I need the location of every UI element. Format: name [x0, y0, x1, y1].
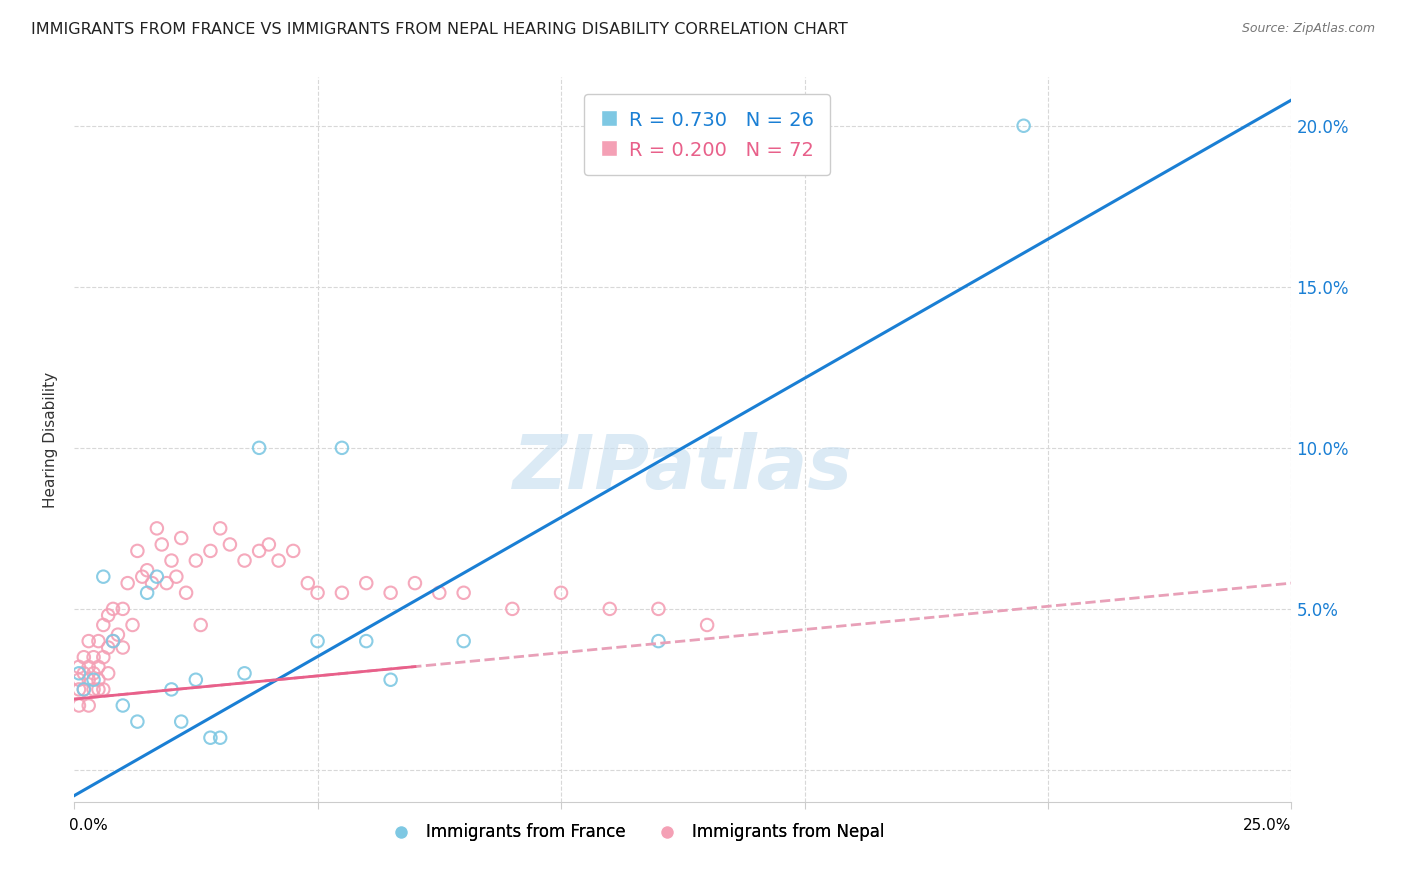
Point — [156, 576, 179, 591]
Point — [330, 586, 353, 600]
Point — [170, 714, 193, 729]
Text: 0.0%: 0.0% — [69, 818, 108, 833]
Point — [67, 673, 90, 687]
Point — [136, 586, 159, 600]
Point — [87, 634, 110, 648]
Text: ZIPatlas: ZIPatlas — [513, 433, 853, 505]
Point — [307, 634, 329, 648]
Point — [67, 698, 90, 713]
Point — [97, 640, 120, 655]
Text: Source: ZipAtlas.com: Source: ZipAtlas.com — [1241, 22, 1375, 36]
Point — [131, 569, 153, 583]
Point — [83, 666, 105, 681]
Point — [91, 618, 114, 632]
Point — [91, 650, 114, 665]
Point — [170, 531, 193, 545]
Point — [101, 602, 124, 616]
Point — [247, 544, 270, 558]
Point — [233, 666, 256, 681]
Point — [146, 521, 169, 535]
Point — [257, 537, 280, 551]
Point — [111, 602, 134, 616]
Point — [87, 673, 110, 687]
Point — [297, 576, 319, 591]
Point — [184, 553, 207, 567]
Point — [647, 634, 669, 648]
Point — [141, 576, 163, 591]
Point — [83, 673, 105, 687]
Point — [97, 666, 120, 681]
Point — [209, 731, 232, 745]
Point — [501, 602, 523, 616]
Point — [283, 544, 305, 558]
Point — [165, 569, 187, 583]
Point — [146, 569, 169, 583]
Point — [73, 666, 96, 681]
Point — [404, 576, 426, 591]
Point — [427, 586, 450, 600]
Point — [330, 441, 353, 455]
Text: IMMIGRANTS FROM FRANCE VS IMMIGRANTS FROM NEPAL HEARING DISABILITY CORRELATION C: IMMIGRANTS FROM FRANCE VS IMMIGRANTS FRO… — [31, 22, 848, 37]
Point — [696, 618, 718, 632]
Point — [117, 576, 139, 591]
Point — [87, 660, 110, 674]
Point — [136, 563, 159, 577]
Point — [73, 682, 96, 697]
Point — [83, 682, 105, 697]
Point — [67, 660, 90, 674]
Point — [87, 682, 110, 697]
Point — [121, 618, 143, 632]
Point — [647, 602, 669, 616]
Point — [77, 660, 100, 674]
Point — [247, 441, 270, 455]
Point — [97, 608, 120, 623]
Point — [111, 698, 134, 713]
Point — [209, 521, 232, 535]
Point — [160, 682, 183, 697]
Point — [233, 553, 256, 567]
Point — [174, 586, 197, 600]
Point — [453, 634, 475, 648]
Point — [91, 682, 114, 697]
Point — [73, 650, 96, 665]
Point — [77, 673, 100, 687]
Point — [453, 586, 475, 600]
Point — [73, 682, 96, 697]
Point — [1012, 119, 1035, 133]
Point — [550, 586, 572, 600]
Point — [267, 553, 290, 567]
Point — [101, 634, 124, 648]
Point — [380, 673, 402, 687]
Point — [127, 714, 149, 729]
Point — [83, 650, 105, 665]
Point — [127, 544, 149, 558]
Point — [219, 537, 242, 551]
Point — [67, 666, 90, 681]
Point — [77, 634, 100, 648]
Point — [200, 544, 222, 558]
Y-axis label: Hearing Disability: Hearing Disability — [44, 372, 58, 508]
Point — [184, 673, 207, 687]
Text: 25.0%: 25.0% — [1243, 818, 1292, 833]
Point — [67, 682, 90, 697]
Point — [101, 634, 124, 648]
Point — [91, 569, 114, 583]
Point — [111, 640, 134, 655]
Point — [190, 618, 212, 632]
Point — [380, 586, 402, 600]
Point — [354, 634, 377, 648]
Point — [354, 576, 377, 591]
Point — [599, 602, 621, 616]
Point — [200, 731, 222, 745]
Point — [307, 586, 329, 600]
Point — [107, 627, 129, 641]
Point — [77, 698, 100, 713]
Legend: Immigrants from France, Immigrants from Nepal: Immigrants from France, Immigrants from … — [377, 817, 891, 848]
Point — [150, 537, 173, 551]
Point — [160, 553, 183, 567]
